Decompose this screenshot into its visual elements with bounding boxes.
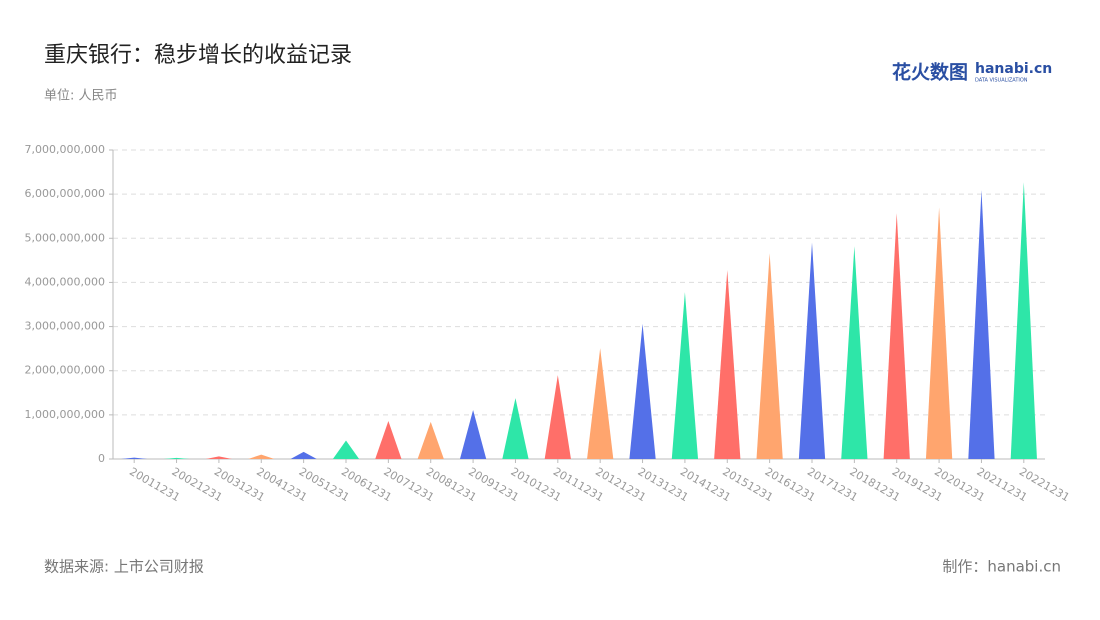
y-tick-label: 5,000,000,000 <box>25 231 105 244</box>
chart-title: 重庆银行：稳步增长的收益记录 <box>44 43 352 68</box>
bar <box>248 454 275 459</box>
y-tick-label: 2,000,000,000 <box>25 364 105 377</box>
bar <box>290 451 317 459</box>
bar <box>205 456 233 459</box>
y-tick-label: 4,000,000,000 <box>25 275 105 288</box>
bar <box>417 421 444 459</box>
y-tick-label: 3,000,000,000 <box>25 320 105 333</box>
credit: 制作：hanabi.cn <box>942 558 1061 576</box>
logo-brand: 花火数图 <box>892 61 968 84</box>
y-tick-label: 0 <box>98 452 105 465</box>
bar <box>502 398 529 459</box>
subtitle: 单位: 人民币 <box>44 89 118 104</box>
bar <box>163 457 190 459</box>
bar <box>332 440 360 459</box>
bar <box>671 292 699 459</box>
bar <box>798 242 826 459</box>
logo-tagline: DATA VISUALIZATION <box>975 78 1028 84</box>
bar <box>968 190 995 460</box>
bar <box>587 348 614 459</box>
logo-site: hanabi.cn <box>975 61 1052 77</box>
bar <box>544 375 571 459</box>
bar <box>925 207 953 459</box>
bar <box>714 270 741 459</box>
bar <box>375 421 402 459</box>
source: 数据来源: 上市公司财报 <box>44 558 204 576</box>
bar <box>629 323 656 459</box>
y-tick-label: 1,000,000,000 <box>25 408 105 421</box>
bar <box>756 253 783 459</box>
bar <box>121 457 148 459</box>
bar <box>459 410 487 459</box>
y-tick-label: 7,000,000,000 <box>25 143 105 156</box>
y-tick-label: 6,000,000,000 <box>25 187 105 200</box>
bar <box>1010 182 1037 459</box>
bar <box>883 213 910 459</box>
bar <box>841 246 868 459</box>
